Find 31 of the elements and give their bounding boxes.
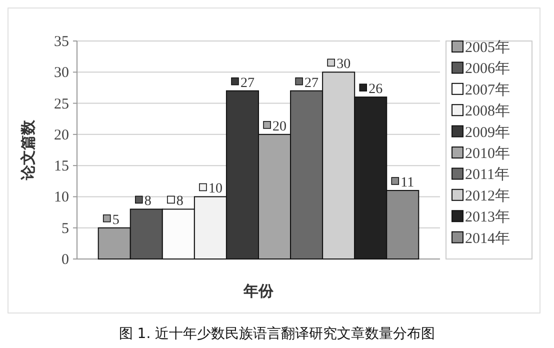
data-label: 30: [336, 57, 351, 72]
data-label: 11: [400, 175, 414, 190]
legend-label: 2012年: [465, 187, 510, 204]
data-label: 5: [112, 212, 120, 228]
legend-label: 2014年: [465, 230, 510, 247]
legend-label: 2011年: [465, 166, 510, 184]
y-tick-label: 15: [54, 158, 69, 175]
data-label: 27: [304, 76, 319, 91]
legend-label: 2007年: [465, 81, 510, 98]
y-tick-label: 5: [62, 220, 69, 237]
y-tick-label: 20: [54, 127, 69, 144]
data-label: 26: [368, 82, 383, 98]
y-axis-title: 论文篇数: [19, 119, 37, 181]
y-tick-label: 0: [62, 252, 69, 268]
x-axis-title: 年份: [242, 282, 274, 300]
y-tick-label: 35: [54, 34, 69, 50]
legend-label: 2005年: [465, 39, 510, 56]
data-label: 8: [144, 194, 152, 210]
legend-label: 2013年: [465, 208, 510, 226]
data-label: 27: [240, 76, 254, 91]
legend-label: 2009年: [465, 124, 510, 141]
legend-label: 2010年: [465, 145, 510, 162]
data-label: 20: [272, 119, 287, 134]
data-label: 10: [208, 182, 222, 197]
y-tick-label: 30: [54, 65, 69, 82]
legend-label: 2006年: [465, 60, 510, 78]
data-label: 8: [176, 194, 184, 210]
y-tick-label: 10: [54, 190, 69, 206]
caption: 图 1. 近十年少数民族语言翻译研究文章数量分布图: [118, 326, 436, 342]
legend-label: 2008年: [465, 102, 510, 120]
y-tick-label: 25: [54, 96, 69, 112]
